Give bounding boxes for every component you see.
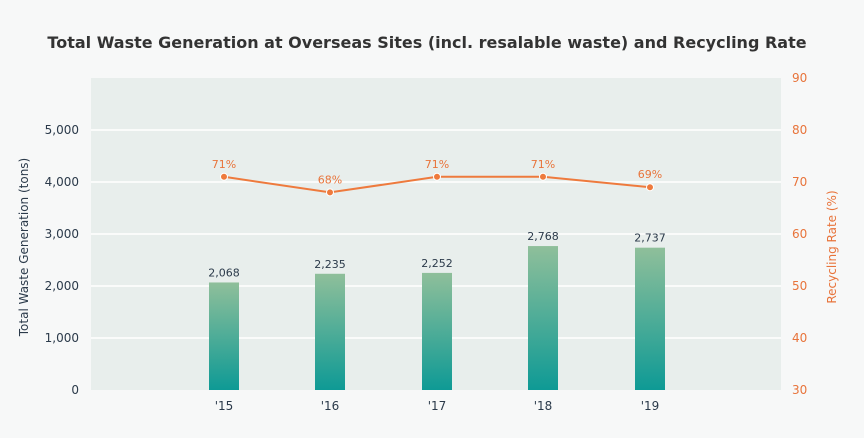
bar (315, 273, 345, 390)
y-tick-label-right: 60 (792, 227, 807, 241)
rate-value-label: 71% (212, 158, 236, 171)
rate-value-label: 68% (318, 173, 342, 186)
x-tick-label: '18 (534, 399, 553, 413)
chart-title: Total Waste Generation at Overseas Sites… (47, 33, 806, 52)
bar (528, 246, 558, 390)
y-tick-label-left: 2,000 (45, 279, 79, 293)
bar-value-label: 2,737 (634, 232, 666, 245)
bar (209, 282, 239, 390)
rate-point (433, 172, 441, 181)
y-tick-label-right: 30 (792, 383, 807, 397)
rate-point (326, 188, 334, 197)
x-tick-label: '16 (321, 399, 340, 413)
data-labels: 2,068 2,235 2,252 2,768 2,737 71% 68% 71% 71% 69% (208, 158, 666, 280)
rate-value-label: 69% (638, 168, 662, 181)
bar-series (209, 246, 665, 390)
rate-point (646, 183, 654, 192)
y-axis-title-right: Recycling Rate (%) (825, 190, 839, 303)
y-tick-label-right: 50 (792, 279, 807, 293)
y-tick-label-left: 3,000 (45, 227, 79, 241)
line-series (220, 172, 654, 197)
y-tick-label-left: 5,000 (45, 123, 79, 137)
rate-point (220, 172, 228, 181)
x-tick-label: '17 (428, 399, 447, 413)
bar (422, 272, 452, 390)
y-tick-label-right: 40 (792, 331, 807, 345)
rate-value-label: 71% (425, 158, 449, 171)
bar-value-label: 2,235 (314, 258, 346, 271)
bar-value-label: 2,252 (421, 257, 453, 270)
x-tick-label: '19 (641, 399, 660, 413)
y-tick-label-right: 90 (792, 71, 807, 85)
rate-value-label: 71% (531, 158, 555, 171)
y-tick-label-right: 70 (792, 175, 807, 189)
y-tick-label-left: 4,000 (45, 175, 79, 189)
y-tick-label-right: 80 (792, 123, 807, 137)
y-tick-label-left: 0 (71, 383, 79, 397)
rate-point (539, 172, 547, 181)
y-axis-title-left: Total Waste Generation (tons) (17, 158, 31, 337)
bar (635, 247, 665, 390)
y-tick-label-left: 1,000 (45, 331, 79, 345)
bar-value-label: 2,768 (527, 230, 559, 243)
x-tick-label: '15 (215, 399, 234, 413)
axes: 0 1,000 2,000 3,000 4,000 5,000 30 40 50 60 70 80 90… (45, 71, 808, 413)
bar-value-label: 2,068 (208, 266, 240, 279)
